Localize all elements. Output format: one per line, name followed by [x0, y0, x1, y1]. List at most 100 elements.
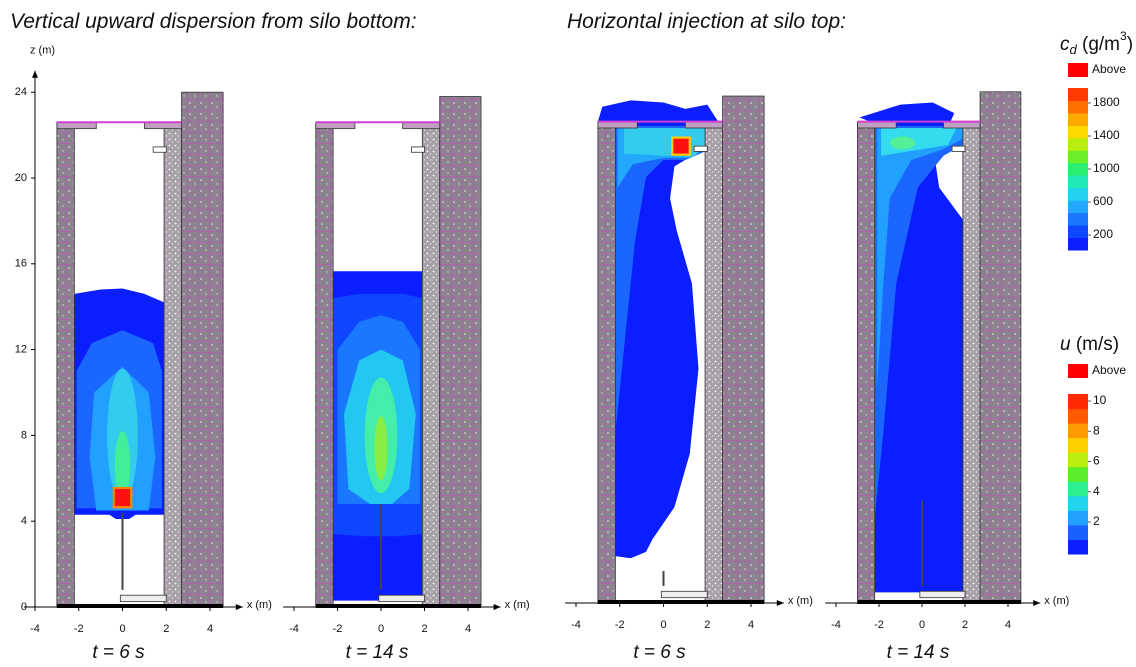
x-tick-label: -4	[289, 623, 299, 635]
floor	[315, 604, 482, 608]
above-label: Above	[1092, 62, 1126, 76]
y-tick-label: 4	[21, 515, 27, 527]
silo-wall	[597, 123, 616, 604]
x-tick-label: 0	[919, 619, 925, 631]
contour	[874, 125, 963, 518]
x-tick-label: 4	[207, 623, 213, 635]
legend-tick-label: 8	[1093, 423, 1100, 437]
base-plate	[660, 590, 708, 599]
color-band	[1068, 125, 1088, 139]
color-band	[1068, 466, 1088, 482]
nozzle	[693, 145, 708, 152]
x-tick-label: 2	[421, 623, 427, 635]
x-tick-label: 2	[163, 623, 169, 635]
x-tick-label: 4	[748, 619, 754, 631]
x-tick-label: 0	[119, 623, 125, 635]
floor	[857, 600, 1021, 604]
tower	[439, 96, 482, 608]
contour	[889, 136, 916, 150]
contour	[114, 431, 131, 500]
color-band	[1068, 225, 1088, 239]
y-tick-label: 16	[15, 258, 27, 270]
y-tick-label: 24	[15, 86, 27, 98]
nozzle	[951, 145, 966, 152]
legend-unit: (m/s)	[1071, 334, 1120, 355]
legend-power: 3	[1120, 29, 1127, 43]
color-band	[1068, 100, 1088, 114]
y-tick-label: 8	[21, 429, 27, 441]
x-tick-label: -4	[571, 619, 581, 631]
color-band	[1068, 394, 1088, 410]
floor	[597, 600, 765, 604]
axis-arrow	[32, 70, 38, 78]
nozzle	[152, 146, 167, 153]
x-tick-label: 0	[660, 619, 666, 631]
y-tick-label: 12	[15, 344, 27, 356]
legend-tick-label: 2	[1093, 514, 1100, 528]
contour	[624, 128, 706, 157]
title: Vertical upward dispersion from silo bot…	[10, 10, 417, 33]
color-band	[1068, 88, 1088, 101]
legend-title: cd (g/m3)	[1060, 29, 1133, 57]
x-tick-label: 0	[378, 623, 384, 635]
legend-subscript: d	[1070, 42, 1078, 57]
nozzle	[411, 146, 425, 153]
color-band	[1068, 187, 1088, 201]
x-axis-label: x (m)	[505, 599, 530, 611]
x-tick-label: -2	[615, 619, 625, 631]
panel: x (m) -4 -2 0 2 4 t = 14 s	[825, 91, 1069, 663]
title: Horizontal injection at silo top:	[567, 10, 846, 33]
panel: x (m) -4 -2 0 2 4 t = 14 s	[283, 96, 530, 663]
x-tick-label: 4	[465, 623, 471, 635]
silo-wall	[163, 126, 182, 608]
legend-tick-label: 200	[1093, 227, 1113, 241]
legend-tick-label: 600	[1093, 194, 1113, 208]
legend-tick-label: 6	[1093, 454, 1100, 468]
base-plate	[378, 594, 425, 603]
color-band	[1068, 452, 1088, 468]
color-band	[1068, 481, 1088, 497]
x-tick-label: -2	[874, 619, 884, 631]
time-label: t = 14 s	[346, 642, 409, 663]
silo-wall	[857, 123, 876, 604]
x-axis-label: x (m)	[1044, 595, 1069, 607]
silo-wall	[962, 125, 981, 604]
color-band	[1068, 539, 1088, 555]
color-band	[1068, 150, 1088, 164]
color-band	[1068, 162, 1088, 176]
color-band	[1068, 495, 1088, 511]
x-tick-label: -4	[831, 619, 841, 631]
x-tick-label: 4	[1005, 619, 1011, 631]
axis-arrow	[776, 600, 784, 606]
silo-wall	[704, 125, 723, 604]
legend-symbol: u	[1060, 334, 1071, 355]
legend-unit: (g/m	[1077, 34, 1120, 55]
x-axis-label: x (m)	[247, 599, 272, 611]
tower	[722, 95, 765, 604]
floor	[56, 604, 224, 608]
color-band	[1068, 212, 1088, 226]
x-tick-label: 2	[962, 619, 968, 631]
x-tick-label: 2	[704, 619, 710, 631]
axis-arrow	[493, 604, 501, 610]
legend: u (m/s) Above 2 4 6 8 10	[1060, 334, 1126, 555]
time-label: t = 14 s	[887, 642, 950, 663]
color-band	[1068, 175, 1088, 189]
base-plate	[919, 590, 966, 599]
y-tick-label: 0	[21, 601, 27, 613]
tower	[181, 91, 224, 608]
color-band	[1068, 237, 1088, 251]
color-band	[1068, 510, 1088, 526]
legend-title: u (m/s)	[1060, 334, 1119, 355]
color-band	[1068, 524, 1088, 540]
axis-arrow	[235, 604, 243, 610]
silo-wall	[421, 126, 441, 608]
contour	[374, 416, 388, 481]
legend-tick-label: 1400	[1093, 128, 1120, 142]
panel: x (m) -4 -2 0 2 4 t = 6 s	[565, 95, 813, 663]
x-axis-label: x (m)	[788, 595, 813, 607]
x-tick-label: -2	[74, 623, 84, 635]
